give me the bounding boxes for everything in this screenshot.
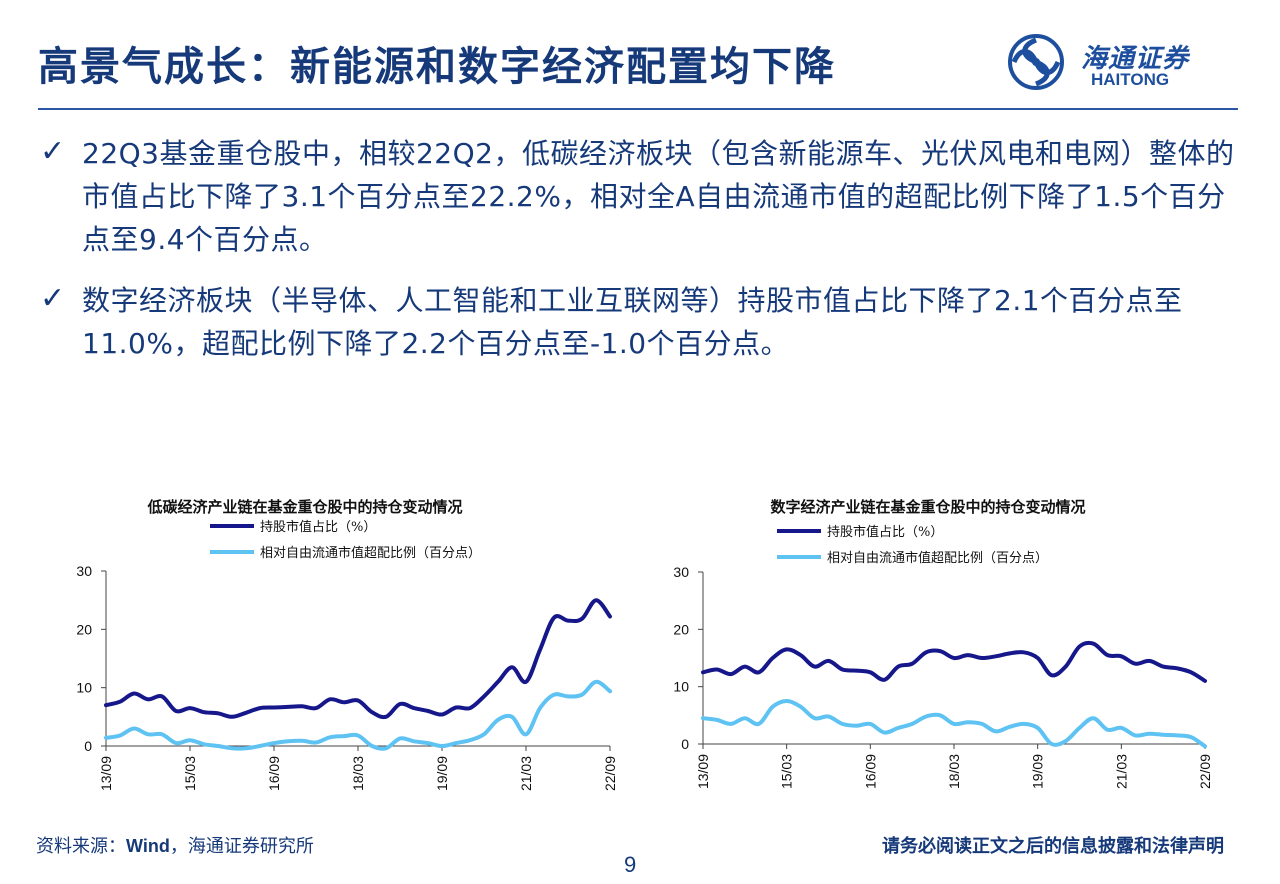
x-tick-label: 22/09 — [1197, 754, 1213, 789]
company-logo: 海通证券 HAITONG — [1003, 32, 1233, 96]
y-tick-label: 30 — [673, 564, 689, 580]
x-tick-label: 19/09 — [1030, 754, 1046, 789]
series-line-overweight-ratio — [104, 679, 612, 751]
x-tick-label: 13/09 — [98, 756, 114, 791]
page-title: 高景气成长：新能源和数字经济配置均下降 — [38, 43, 836, 90]
logo-name-en: HAITONG — [1091, 70, 1170, 89]
chart-digital-economy: 数字经济产业链在基金重仓股中的持仓变动情况持股市值占比（%） 相对自由流通市值超配… — [665, 488, 1255, 818]
bullet-list: ✓ 22Q3基金重仓股中，相较22Q2，低碳经济板块（包含新能源车、光伏风电和电… — [40, 132, 1250, 383]
x-tick-label: 16/09 — [266, 756, 282, 791]
x-tick-label: 21/03 — [518, 756, 534, 791]
x-tick-label: 19/09 — [434, 756, 450, 791]
series-line-holding-ratio — [701, 640, 1207, 683]
x-tick-label: 22/09 — [602, 756, 618, 791]
x-tick-label: 16/09 — [862, 754, 878, 789]
series-line-overweight-ratio — [701, 699, 1207, 749]
page-number: 9 — [624, 852, 637, 877]
header-divider — [38, 108, 1238, 110]
y-tick-label: 10 — [76, 680, 92, 696]
x-tick-label: 21/03 — [1113, 754, 1129, 789]
legend-label: 持股市值占比（%） — [827, 524, 943, 540]
legend-label: 相对自由流通市值超配比例（百分点） — [260, 545, 481, 561]
source-label: 资料来源： — [36, 836, 126, 857]
y-tick-label: 10 — [673, 679, 689, 695]
x-tick-label: 15/03 — [182, 756, 198, 791]
x-tick-label: 13/09 — [695, 754, 711, 789]
source-wind: Wind — [126, 836, 170, 856]
haitong-logo-icon — [1008, 34, 1064, 90]
checkmark-icon: ✓ — [40, 134, 66, 169]
legend-label: 持股市值占比（%） — [260, 519, 376, 535]
logo-name-cn: 海通证券 — [1081, 44, 1190, 74]
series-line-holding-ratio — [104, 598, 612, 720]
bullet-text: 数字经济板块（半导体、人工智能和工业互联网等）持股市值占比下降了2.1个百分点至… — [82, 284, 1183, 360]
bullet-item: ✓ 数字经济板块（半导体、人工智能和工业互联网等）持股市值占比下降了2.1个百分… — [40, 279, 1250, 365]
bullet-item: ✓ 22Q3基金重仓股中，相较22Q2，低碳经济板块（包含新能源车、光伏风电和电… — [40, 132, 1250, 261]
chart-title: 数字经济产业链在基金重仓股中的持仓变动情况 — [770, 498, 1085, 516]
source-note: 资料来源：Wind，海通证券研究所 — [36, 832, 314, 858]
x-tick-label: 18/03 — [946, 754, 962, 789]
y-tick-label: 20 — [673, 621, 689, 637]
chart-title: 低碳经济产业链在基金重仓股中的持仓变动情况 — [146, 498, 462, 516]
y-tick-label: 0 — [84, 738, 92, 754]
x-tick-label: 18/03 — [350, 756, 366, 791]
source-rest: ，海通证券研究所 — [169, 836, 314, 857]
disclaimer-text: 请务必阅读正文之后的信息披露和法律声明 — [882, 836, 1224, 857]
y-tick-label: 20 — [76, 621, 92, 637]
chart-low-carbon: 低碳经济产业链在基金重仓股中的持仓变动情况持股市值占比（%） 相对自由流通市值超配… — [30, 488, 640, 818]
y-tick-label: 30 — [76, 563, 92, 579]
bullet-text: 22Q3基金重仓股中，相较22Q2，低碳经济板块（包含新能源车、光伏风电和电网）… — [82, 137, 1235, 256]
checkmark-icon: ✓ — [40, 281, 66, 316]
y-tick-label: 0 — [681, 736, 689, 752]
x-tick-label: 15/03 — [779, 754, 795, 789]
legend-label: 相对自由流通市值超配比例（百分点） — [827, 550, 1048, 566]
